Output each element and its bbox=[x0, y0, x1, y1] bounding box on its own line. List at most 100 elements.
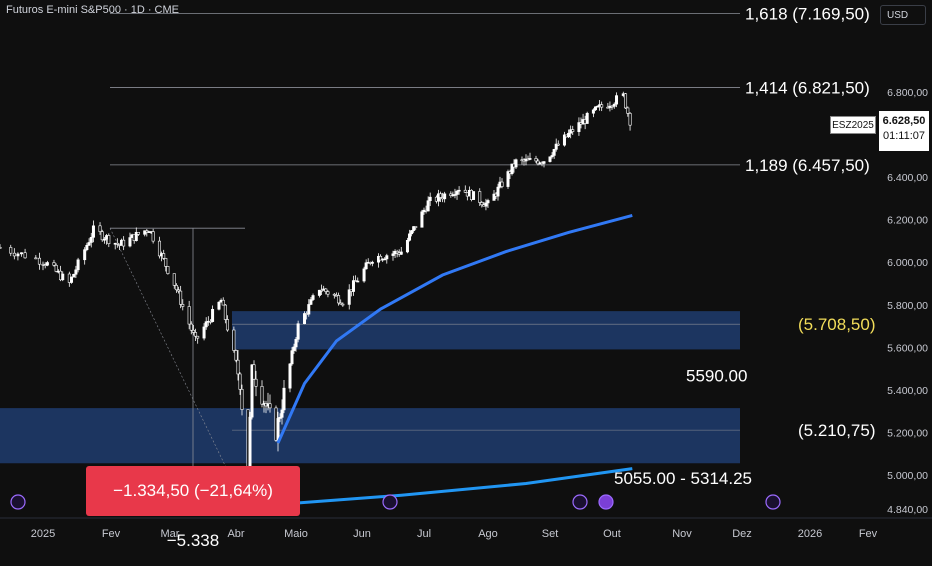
candle-body bbox=[164, 258, 168, 267]
candle-body bbox=[151, 231, 155, 242]
candle-body bbox=[234, 350, 238, 361]
candle-body bbox=[115, 242, 119, 245]
price-tick-label: 5.600,00 bbox=[887, 342, 928, 354]
candle-body bbox=[254, 378, 258, 387]
candle-body bbox=[282, 387, 286, 411]
price-tick-label: 6.800,00 bbox=[887, 87, 928, 99]
candle-body bbox=[196, 335, 200, 339]
price-axis[interactable]: 6.800,006.600,006.400,006.200,006.000,00… bbox=[887, 87, 928, 516]
candle-body bbox=[290, 350, 294, 365]
candle-body bbox=[428, 196, 432, 202]
candle-body bbox=[571, 129, 575, 132]
candle-body bbox=[351, 280, 355, 292]
candle-body bbox=[399, 251, 403, 255]
currency-button[interactable]: USD bbox=[880, 5, 926, 25]
candle-body bbox=[412, 226, 416, 231]
level-label: (5.708,50) bbox=[798, 315, 876, 334]
candle-body bbox=[567, 132, 571, 138]
candle-body bbox=[72, 273, 76, 278]
candle-body bbox=[12, 252, 16, 257]
candle-body bbox=[87, 242, 91, 246]
price-tick-label: 5.200,00 bbox=[887, 427, 928, 439]
last-price: 6.628,50 bbox=[882, 115, 926, 127]
candle-body bbox=[102, 238, 106, 241]
candle-body bbox=[453, 194, 457, 196]
candle-body bbox=[628, 113, 632, 126]
candle-body bbox=[136, 231, 140, 235]
candle-body bbox=[534, 158, 538, 162]
candle-body bbox=[362, 268, 366, 282]
candle-body bbox=[52, 262, 56, 266]
price-tick-label: 5.800,00 bbox=[887, 300, 928, 312]
candle-body bbox=[223, 304, 227, 320]
candle-body bbox=[98, 225, 102, 232]
candle-body bbox=[187, 306, 191, 325]
candle-body bbox=[202, 326, 206, 339]
candle-body bbox=[61, 273, 65, 281]
candle-body bbox=[383, 258, 387, 261]
measure-label: −1.334,50 (−21,64%) −5.338 bbox=[86, 466, 300, 550]
time-axis[interactable]: 2025 Fev Mar Abr Maio Jun Jul Ago Set Out Nov Dez 20… bbox=[0, 517, 932, 540]
candle-body bbox=[626, 107, 630, 114]
candle-body bbox=[157, 240, 161, 257]
candle-body bbox=[278, 417, 282, 419]
candle-body bbox=[341, 303, 345, 306]
candle-body bbox=[252, 364, 256, 380]
candle-body bbox=[162, 253, 166, 259]
price-chart[interactable]: 1,618 (7.169,50) 1,414 (6.821,50) 1,189 (6… bbox=[0, 0, 932, 550]
candle-body bbox=[624, 93, 628, 109]
candle-body bbox=[280, 409, 284, 418]
candle-body bbox=[232, 329, 236, 351]
candle-body bbox=[510, 163, 514, 175]
candle-body bbox=[484, 202, 488, 207]
candle-body bbox=[457, 189, 461, 192]
candle-body bbox=[536, 160, 540, 165]
candle-body bbox=[463, 189, 467, 193]
candle-body bbox=[54, 264, 58, 272]
price-tick-label: 6.000,00 bbox=[887, 257, 928, 269]
dividend-event-icon bbox=[10, 494, 26, 510]
candle-body bbox=[194, 332, 198, 337]
time-tick-label: Maio bbox=[284, 528, 308, 540]
candle-body bbox=[0, 247, 2, 249]
chart-title: Futuros E-mini S&P500 · 1D · CME bbox=[6, 4, 179, 16]
candle-body bbox=[408, 233, 412, 241]
candle-body bbox=[296, 323, 300, 340]
candle-body bbox=[260, 386, 264, 405]
candle-body bbox=[288, 363, 292, 389]
price-tick-label: 6.200,00 bbox=[887, 215, 928, 227]
bar-countdown: 01:11:07 bbox=[882, 130, 925, 142]
candle-body bbox=[615, 95, 619, 105]
candle-body bbox=[443, 193, 447, 200]
candle-body bbox=[91, 225, 95, 238]
time-tick-label: Mar bbox=[161, 528, 180, 540]
candle-body bbox=[480, 202, 484, 206]
time-tick-label: Set bbox=[542, 528, 559, 540]
candle-body bbox=[181, 304, 185, 307]
candle-body bbox=[303, 313, 307, 325]
candle-body bbox=[191, 329, 195, 333]
candle-body bbox=[307, 304, 311, 315]
level-labels: 1,618 (7.169,50) 1,414 (6.821,50) 1,189 (6… bbox=[614, 4, 876, 488]
candle-body bbox=[85, 244, 89, 250]
candle-body bbox=[122, 239, 126, 247]
flash-event-icon bbox=[598, 494, 614, 510]
candle-body bbox=[414, 226, 418, 228]
candle-body bbox=[19, 252, 23, 255]
level-lines bbox=[110, 12, 740, 431]
candle-body bbox=[16, 253, 20, 257]
candle-body bbox=[337, 295, 341, 304]
level-label: 5055.00 - 5314.25 bbox=[614, 469, 752, 488]
candle-body bbox=[225, 319, 229, 331]
time-tick-label: Jun bbox=[353, 528, 371, 540]
candle-body bbox=[211, 308, 215, 322]
candle-body bbox=[550, 155, 554, 158]
candle-body bbox=[562, 134, 566, 146]
candle-body bbox=[166, 266, 170, 274]
candle-body bbox=[420, 211, 424, 228]
candle-body bbox=[217, 301, 221, 310]
candle-body bbox=[591, 109, 595, 114]
candle-body bbox=[439, 193, 443, 198]
candles bbox=[0, 91, 632, 485]
candle-body bbox=[395, 250, 399, 254]
